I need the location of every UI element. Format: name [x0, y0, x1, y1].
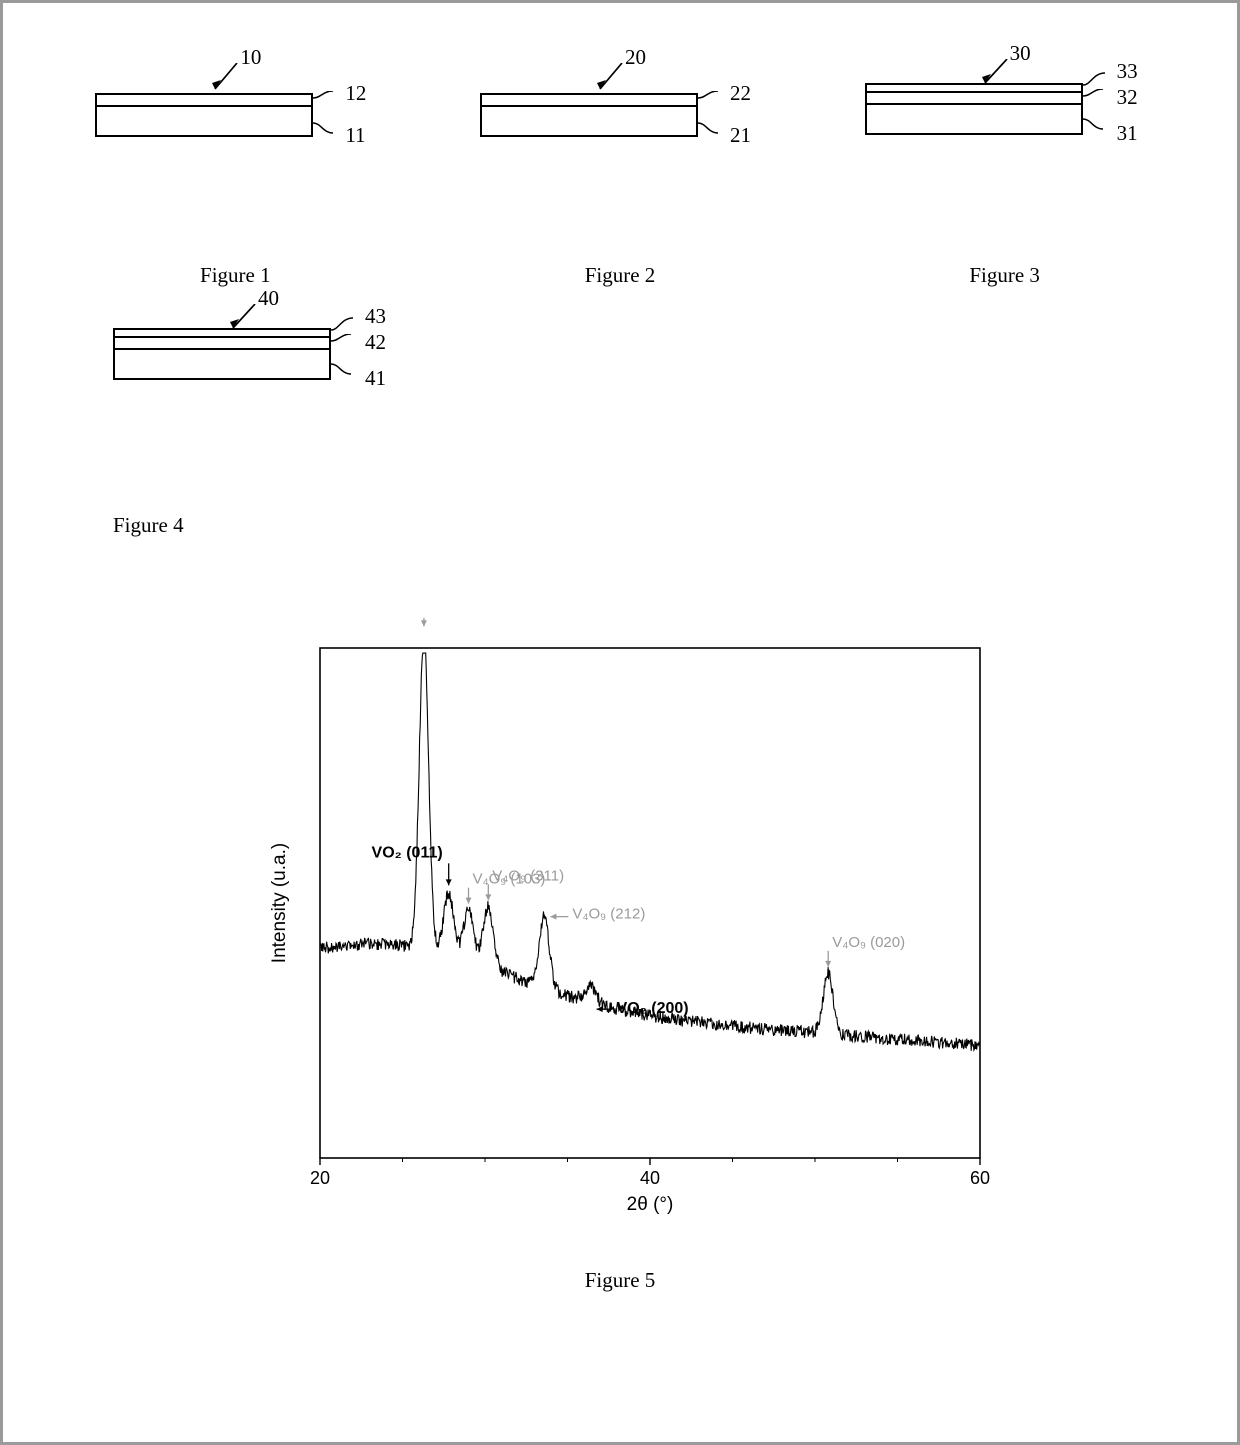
xrd-svg: 2040602θ (°)Intensity (u.a.)V₄O₉ (501)VO… [240, 618, 1000, 1228]
svg-text:VO₂ (011): VO₂ (011) [372, 844, 443, 861]
figure-1-label-11: 11 [345, 123, 365, 148]
figure-3-label-32: 32 [1117, 85, 1138, 110]
figure-1-layer-11 [95, 105, 313, 137]
figure-2-diagram: 20 22 21 [480, 73, 705, 153]
figure-2-layer-21 [480, 105, 698, 137]
figure-5-caption: Figure 5 [43, 1268, 1197, 1293]
figure-1-caption: Figure 1 [65, 263, 405, 288]
brace-icon [313, 91, 343, 141]
brace-icon [1083, 71, 1113, 89]
figure-4-layer-41 [113, 348, 331, 380]
figure-1-label-12: 12 [345, 81, 366, 106]
brace-icon [331, 316, 361, 334]
figure-2-label-22: 22 [730, 81, 751, 106]
svg-text:20: 20 [310, 1168, 330, 1188]
svg-text:2θ (°): 2θ (°) [627, 1194, 674, 1215]
svg-text:V₄O₉ (212): V₄O₉ (212) [572, 906, 645, 923]
figure-3-label-33: 33 [1117, 59, 1138, 84]
arrow-icon [975, 59, 1015, 87]
figure-2-label-21: 21 [730, 123, 751, 148]
figures-row-2: 40 43 42 41 Figure 4 [83, 318, 1197, 538]
svg-text:V₄O₉ (311): V₄O₉ (311) [492, 867, 564, 884]
figure-4-label-42: 42 [365, 330, 386, 355]
xrd-chart: 2040602θ (°)Intensity (u.a.)V₄O₉ (501)VO… [240, 618, 1000, 1228]
figures-row-1: 10 12 11 Figure 1 20 [43, 73, 1197, 288]
figure-2: 20 22 21 Figure 2 [450, 73, 790, 288]
svg-text:V₄O₉ (020): V₄O₉ (020) [832, 934, 905, 951]
figure-4-diagram: 40 43 42 41 [113, 318, 338, 398]
figure-4-caption: Figure 4 [113, 513, 423, 538]
svg-text:VO₂ (200): VO₂ (200) [617, 1000, 689, 1017]
arrow-icon [205, 63, 245, 93]
figure-1: 10 12 11 Figure 1 [65, 73, 405, 288]
figure-3-diagram: 30 33 32 31 [865, 73, 1090, 153]
brace-icon [1083, 89, 1113, 139]
svg-text:40: 40 [640, 1168, 660, 1188]
arrow-icon [590, 63, 630, 93]
figure-3-layer-31 [865, 103, 1083, 135]
figure-4-label-41: 41 [365, 366, 386, 391]
figure-4-label-43: 43 [365, 304, 386, 329]
figure-2-caption: Figure 2 [450, 263, 790, 288]
figure-3-caption: Figure 3 [835, 263, 1175, 288]
svg-text:60: 60 [970, 1168, 990, 1188]
figure-3-label-31: 31 [1117, 121, 1138, 146]
brace-icon [331, 334, 361, 384]
arrow-icon [223, 304, 263, 332]
brace-icon [698, 91, 728, 141]
svg-text:Intensity (u.a.): Intensity (u.a.) [269, 843, 290, 963]
figure-3: 30 33 32 31 Figure 3 [835, 73, 1175, 288]
figure-4: 40 43 42 41 Figure 4 [83, 318, 423, 538]
figure-1-diagram: 10 12 11 [95, 73, 320, 153]
